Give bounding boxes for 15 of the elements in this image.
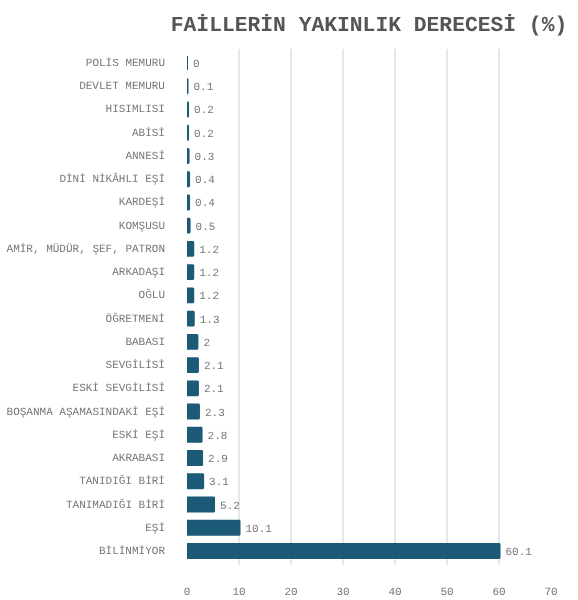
bar	[187, 543, 501, 560]
bar	[187, 357, 199, 374]
chart-title: FAİLLERİN YAKINLIK DERECESİ (%)	[170, 13, 568, 39]
bar	[187, 450, 204, 467]
bar	[187, 310, 195, 327]
bar	[187, 287, 195, 304]
bar	[187, 473, 205, 490]
bar	[187, 240, 195, 257]
bar	[187, 496, 216, 513]
bar	[187, 333, 199, 350]
bar	[187, 380, 199, 397]
bar	[187, 403, 200, 420]
bar	[187, 426, 203, 443]
bar	[187, 519, 241, 536]
bar	[187, 264, 195, 281]
